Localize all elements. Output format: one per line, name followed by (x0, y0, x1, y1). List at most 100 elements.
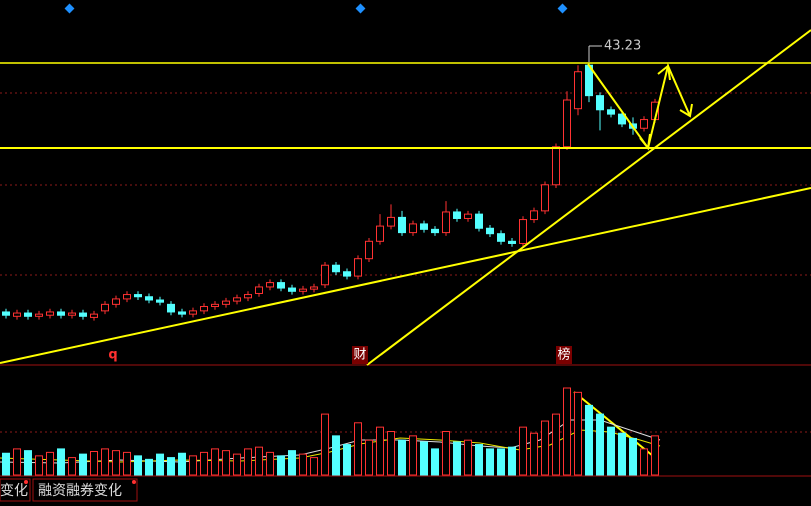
candle-body (332, 264, 340, 273)
candle-body (24, 312, 32, 317)
volume-bar (464, 439, 472, 476)
tab-label[interactable]: 融资融券变化 (38, 483, 122, 499)
volume-bar (112, 450, 120, 476)
volume-bars (2, 387, 659, 476)
candle-body (222, 300, 230, 305)
volume-bar (35, 455, 43, 476)
tab-dot (24, 480, 28, 484)
volume-bar (310, 457, 318, 476)
candle-body (442, 211, 450, 234)
candle-body (299, 288, 307, 292)
volume-bar (651, 435, 659, 476)
candle-body (13, 312, 21, 317)
max-label: 43.23 (604, 39, 641, 54)
volume-bar (178, 452, 186, 476)
candle-body (288, 287, 296, 292)
candle-body (233, 297, 241, 302)
volume-bar (321, 413, 329, 476)
tab-dot (132, 480, 136, 484)
candle-body (574, 71, 582, 110)
volume-bar (123, 451, 131, 476)
candle-body (112, 298, 120, 305)
volume-bar (453, 441, 461, 476)
marker: q (108, 348, 117, 363)
candle-body (57, 311, 65, 316)
candle-body (178, 311, 186, 315)
candle-body (156, 299, 164, 303)
candle-body (563, 99, 571, 148)
tab[interactable] (0, 478, 31, 502)
candle-body (541, 184, 549, 212)
volume-bar (266, 451, 274, 476)
candle-body (398, 216, 406, 234)
candle-body (266, 282, 274, 288)
volume-bar (24, 450, 32, 476)
volume-bar (189, 455, 197, 476)
candle-body (376, 225, 384, 242)
volume-bar (13, 448, 21, 476)
candle-body (79, 312, 87, 317)
volume-bar (596, 413, 604, 476)
volume-bar (244, 448, 252, 476)
volume-bar (585, 404, 593, 476)
marker-box (556, 346, 572, 364)
candle-body (321, 264, 329, 286)
volume-bar (2, 452, 10, 476)
volume-bar (552, 413, 560, 476)
candle-body (343, 271, 351, 277)
volume-bar (68, 457, 76, 476)
volume-bar (332, 435, 340, 476)
candle-body (409, 223, 417, 234)
candle-body (596, 95, 604, 111)
volume-bar (387, 431, 395, 476)
candle-body (530, 210, 538, 221)
volume-bar (530, 432, 538, 476)
volume-bar (90, 451, 98, 476)
candle-body (508, 240, 516, 244)
volume-bar (101, 448, 109, 476)
volume-bar (409, 435, 417, 476)
candle-body (354, 258, 362, 277)
candle-body (497, 233, 505, 242)
candle-body (420, 223, 428, 230)
candle-body (453, 211, 461, 219)
volume-bar (519, 426, 527, 476)
volume-bar (79, 453, 87, 476)
volume-bar (134, 455, 142, 476)
volume-bar (156, 453, 164, 476)
candle-body (475, 213, 483, 229)
candle-body (134, 294, 142, 298)
volume-bar (57, 448, 65, 476)
volume-bar (376, 426, 384, 476)
candle-body (365, 240, 373, 260)
candle-body (640, 119, 648, 129)
tab-label[interactable]: 变化 (0, 483, 28, 499)
volume-bar (167, 457, 175, 476)
candle-body (145, 296, 153, 301)
volume-bar (574, 391, 582, 476)
volume-bar (222, 450, 230, 476)
candles (2, 62, 659, 321)
volume-bar (277, 455, 285, 476)
tab[interactable] (32, 478, 138, 502)
candle-body (519, 219, 527, 244)
volume-bar (486, 448, 494, 476)
volume-bar (354, 422, 362, 476)
volume-bar (365, 439, 373, 476)
volume-bar (563, 387, 571, 476)
candle-body (607, 109, 615, 115)
volume-bar (299, 453, 307, 476)
candle-body (167, 303, 175, 313)
marker: 财 (353, 348, 366, 363)
volume-bar (640, 448, 648, 476)
candle-body (618, 113, 626, 125)
candle-body (255, 286, 263, 294)
candle-body (211, 303, 219, 308)
candle-body (244, 294, 252, 299)
candle-body (387, 216, 395, 227)
volume-bar (211, 448, 219, 476)
candle-body (123, 294, 131, 300)
